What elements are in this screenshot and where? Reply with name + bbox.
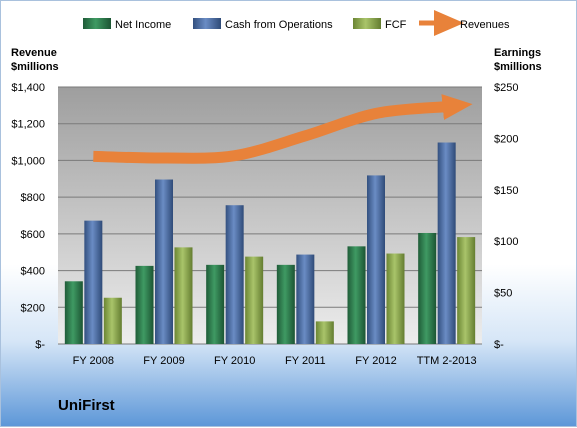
- left-tick-label: $1,200: [11, 119, 45, 131]
- x-axis: FY 2008 FY 2009 FY 2010 FY 2011 FY 2012 TTM 2…: [73, 355, 477, 367]
- left-tick-label: $600: [21, 229, 45, 241]
- bar-fcf-fy-2011: [315, 321, 334, 344]
- bar-net-income-fy-2011: [276, 264, 295, 344]
- right-tick-label: $50: [494, 288, 512, 300]
- x-tick-label: FY 2008: [73, 355, 114, 367]
- legend-label-fcf: FCF: [385, 19, 407, 31]
- legend-swatch-cash-from-operations: [193, 18, 221, 29]
- legend-label-revenues: Revenues: [460, 19, 510, 31]
- company-name: UniFirst: [58, 397, 115, 414]
- bar-net-income-ttm-2-2013: [418, 232, 437, 344]
- bar-fcf-fy-2012: [386, 253, 405, 344]
- bar-cash-from-operations-fy-2011: [296, 254, 315, 344]
- legend-swatch-net-income: [83, 18, 111, 29]
- bars: [64, 142, 476, 344]
- right-tick-label: $150: [494, 185, 518, 197]
- left-tick-label: $-: [35, 339, 45, 351]
- right-tick-label: $250: [494, 82, 518, 94]
- revenue-line: [93, 94, 473, 164]
- left-axis-title-line-2: $millions: [11, 61, 59, 73]
- x-tick-label: FY 2010: [214, 355, 255, 367]
- x-tick-label: FY 2012: [355, 355, 396, 367]
- bar-cash-from-operations-fy-2008: [84, 220, 103, 344]
- bar-cash-from-operations-fy-2009: [155, 179, 173, 344]
- right-tick-label: $-: [494, 339, 504, 351]
- right-tick-label: $100: [494, 236, 518, 248]
- legend-label-cash-from-operations: Cash from Operations: [225, 19, 333, 31]
- revenues-line-path: [93, 94, 473, 164]
- bar-fcf-fy-2008: [103, 297, 122, 344]
- bar-net-income-fy-2008: [64, 281, 83, 344]
- bar-cash-from-operations-fy-2012: [367, 175, 385, 344]
- gridlines: [58, 86, 482, 345]
- bar-cash-from-operations-fy-2010: [225, 205, 244, 344]
- bar-fcf-fy-2009: [174, 247, 193, 344]
- left-axis-title-line-1: Revenue: [11, 47, 57, 59]
- x-tick-label: FY 2009: [143, 355, 184, 367]
- legend-swatch-fcf: [353, 18, 381, 29]
- bar-fcf-ttm-2-2013: [457, 237, 476, 344]
- x-tick-label: FY 2011: [285, 355, 326, 367]
- bar-fcf-fy-2010: [245, 256, 264, 344]
- x-tick-label: TTM 2-2013: [417, 355, 477, 367]
- right-axis-title-line-2: $millions: [494, 61, 542, 73]
- left-tick-label: $800: [21, 192, 45, 204]
- right-axis-title-line-1: Earnings: [494, 47, 541, 59]
- right-tick-label: $200: [494, 133, 518, 145]
- bar-cash-from-operations-ttm-2-2013: [437, 142, 456, 344]
- left-tick-label: $200: [21, 302, 45, 314]
- legend: Net Income Cash from Operations FCF Reve…: [83, 10, 510, 36]
- left-axis: $- $200 $400 $600 $800 $1,000 $1,200 $1,400: [11, 82, 45, 351]
- bar-net-income-fy-2009: [135, 265, 154, 344]
- left-tick-label: $1,000: [11, 155, 45, 167]
- bar-net-income-fy-2010: [206, 264, 225, 344]
- left-tick-label: $400: [21, 266, 45, 278]
- plot-area: [58, 87, 482, 344]
- left-tick-label: $1,400: [11, 82, 45, 94]
- legend-label-net-income: Net Income: [115, 19, 171, 31]
- bar-net-income-fy-2012: [347, 246, 366, 344]
- right-axis: $- $50 $100 $150 $200 $250: [494, 82, 518, 351]
